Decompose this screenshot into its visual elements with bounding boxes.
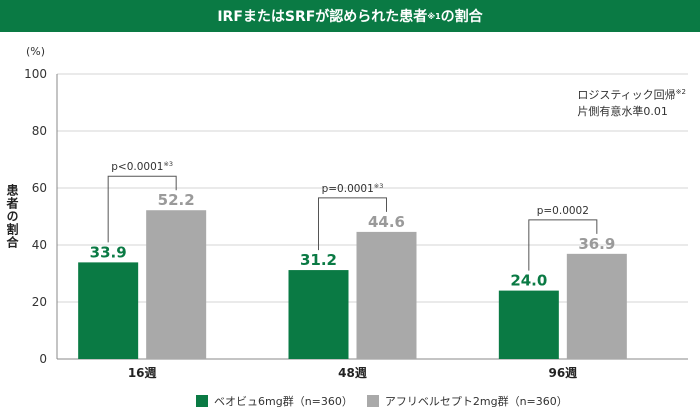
significance-bracket (528, 219, 598, 271)
method-note-line2: 片側有意水準0.01 (577, 104, 668, 118)
chart-title: IRFまたはSRFが認められた患者 ※1 の割合 (0, 0, 700, 32)
data-label: 52.2 (158, 191, 195, 209)
bar (146, 210, 207, 359)
chart-title-tail: の割合 (440, 9, 483, 25)
method-note-line1: ロジスティック回帰※2 (577, 84, 686, 104)
method-note: ロジスティック回帰※2 片側有意水準0.01 (577, 84, 686, 120)
bar (356, 231, 417, 359)
legend-swatch-series1 (196, 395, 208, 407)
x-tick-label: 96週 (548, 365, 577, 380)
bar (498, 290, 559, 359)
x-tick-label: 48週 (338, 365, 367, 380)
p-value-label: p=0.0002 (537, 205, 589, 217)
significance-bracket (318, 197, 387, 251)
data-label: 24.0 (510, 272, 547, 290)
p-value-footnote: ※3 (163, 160, 173, 168)
legend-item-series2: アフリベルセプト2mg群（n=360） (366, 393, 568, 409)
data-label: 44.6 (368, 213, 405, 231)
y-tick-label: 60 (32, 181, 47, 195)
p-value-label: p<0.0001※3 (111, 160, 173, 173)
data-label: 33.9 (90, 243, 127, 261)
p-value-label: p=0.0001※3 (322, 182, 384, 195)
bar (78, 262, 139, 359)
y-tick-label: 20 (32, 295, 47, 309)
method-note-line1-sup: ※2 (675, 88, 686, 96)
y-tick-label: 80 (32, 124, 47, 138)
bar (288, 270, 349, 359)
bar (566, 253, 627, 359)
chart-title-sup: ※1 (427, 11, 441, 21)
method-note-line1-main: ロジスティック回帰 (577, 88, 676, 102)
y-tick-label: 100 (24, 67, 47, 81)
legend-label-series2: アフリベルセプト2mg群（n=360） (384, 395, 568, 408)
legend: ベオビュ6mg群（n=360） アフリベルセプト2mg群（n=360） (196, 393, 582, 409)
data-label: 36.9 (578, 235, 615, 253)
y-axis-unit: (%) (26, 45, 46, 58)
y-tick-label: 0 (39, 352, 47, 366)
p-value-footnote: ※3 (374, 182, 384, 190)
x-tick-label: 16週 (128, 365, 157, 380)
significance-bracket (107, 175, 177, 243)
legend-label-series1: ベオビュ6mg群（n=360） (214, 395, 353, 408)
legend-swatch-series2 (366, 395, 379, 407)
data-label: 31.2 (300, 251, 337, 269)
chart-title-main: IRFまたはSRFが認められた患者 (217, 9, 428, 25)
legend-item-series1: ベオビュ6mg群（n=360） (196, 393, 353, 409)
y-tick-label: 40 (32, 238, 47, 252)
y-axis-label: 患者の割合 (5, 184, 19, 249)
